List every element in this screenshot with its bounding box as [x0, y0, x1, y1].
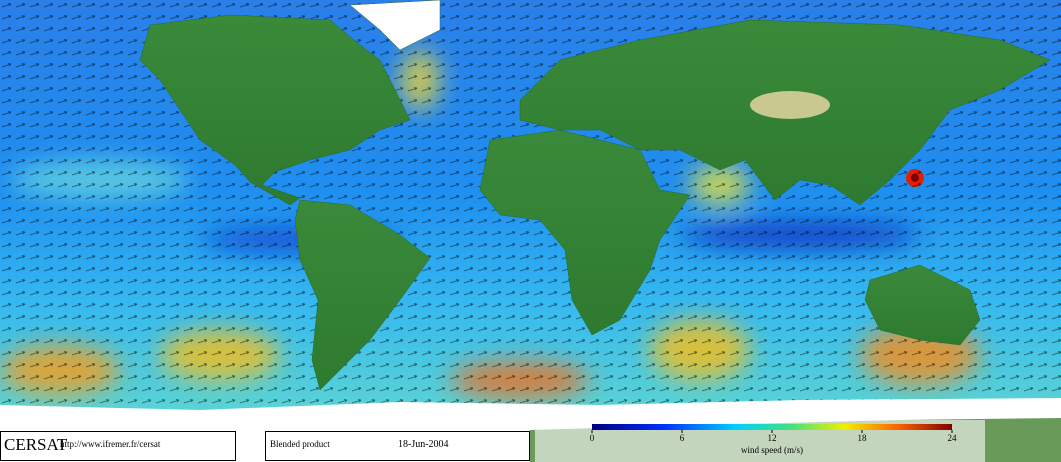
logo-box [0, 431, 236, 461]
colorbar [592, 424, 952, 430]
footer: CERSAT http://www.ifremer.fr/cersat Blen… [0, 420, 1061, 462]
colorbar-ticks: 0 6 12 18 24 [590, 430, 957, 443]
colorbar-label: wind speed (m/s) [741, 445, 803, 455]
colorbar-tick-label: 24 [948, 433, 958, 443]
product-box [265, 431, 530, 461]
logo: CERSAT [4, 435, 68, 454]
colorbar-tick-label: 0 [590, 433, 595, 443]
colorbar-tick-label: 6 [680, 433, 685, 443]
date: 18-Jun-2004 [398, 439, 449, 450]
colorbar-tick-label: 18 [858, 433, 868, 443]
url: http://www.ifremer.fr/cersat [60, 439, 161, 449]
product: Blended product [270, 439, 330, 449]
colorbar-tick-label: 12 [768, 433, 777, 443]
